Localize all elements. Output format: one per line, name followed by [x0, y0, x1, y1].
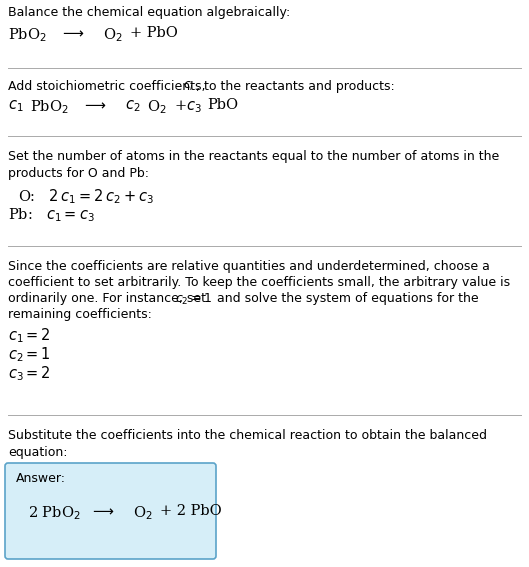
Text: +$c_3$: +$c_3$: [174, 98, 202, 115]
Text: 2 PbO$_2$: 2 PbO$_2$: [28, 504, 81, 522]
Text: $\longrightarrow$: $\longrightarrow$: [82, 98, 107, 112]
Text: $c_2 = 1$: $c_2 = 1$: [175, 292, 212, 307]
Text: $c_1$: $c_1$: [8, 98, 24, 114]
Text: PbO$_2$: PbO$_2$: [8, 26, 47, 44]
Text: PbO$_2$: PbO$_2$: [30, 98, 69, 116]
FancyBboxPatch shape: [5, 463, 216, 559]
Text: Substitute the coefficients into the chemical reaction to obtain the balanced: Substitute the coefficients into the che…: [8, 429, 487, 442]
Text: $c_3 = 2$: $c_3 = 2$: [8, 364, 51, 383]
Text: equation:: equation:: [8, 446, 68, 459]
Text: Set the number of atoms in the reactants equal to the number of atoms in the: Set the number of atoms in the reactants…: [8, 150, 499, 163]
Text: O$_2$: O$_2$: [103, 26, 123, 44]
Text: remaining coefficients:: remaining coefficients:: [8, 308, 152, 321]
Text: ordinarily one. For instance, set: ordinarily one. For instance, set: [8, 292, 210, 305]
Text: O$_2$: O$_2$: [133, 504, 152, 522]
Text: $\longrightarrow$: $\longrightarrow$: [90, 504, 115, 518]
Text: and solve the system of equations for the: and solve the system of equations for th…: [213, 292, 479, 305]
Text: products for O and Pb:: products for O and Pb:: [8, 167, 149, 180]
Text: Pb:   $c_1 = c_3$: Pb: $c_1 = c_3$: [8, 206, 95, 224]
Text: Since the coefficients are relative quantities and underdetermined, choose a: Since the coefficients are relative quan…: [8, 260, 490, 273]
Text: Answer:: Answer:: [16, 472, 66, 485]
Text: $\longrightarrow$: $\longrightarrow$: [60, 26, 85, 40]
Text: + 2 PbO: + 2 PbO: [160, 504, 222, 518]
Text: coefficient to set arbitrarily. To keep the coefficients small, the arbitrary va: coefficient to set arbitrarily. To keep …: [8, 276, 510, 289]
Text: $c_2 = 1$: $c_2 = 1$: [8, 345, 51, 363]
Text: , to the reactants and products:: , to the reactants and products:: [196, 80, 395, 93]
Text: Balance the chemical equation algebraically:: Balance the chemical equation algebraica…: [8, 6, 290, 19]
Text: $c_2$: $c_2$: [125, 98, 140, 114]
Text: Add stoichiometric coefficients,: Add stoichiometric coefficients,: [8, 80, 209, 93]
Text: O$_2$: O$_2$: [147, 98, 167, 116]
Text: $c_i$: $c_i$: [183, 80, 194, 93]
Text: O:   $2\,c_1 = 2\,c_2 + c_3$: O: $2\,c_1 = 2\,c_2 + c_3$: [18, 187, 154, 206]
Text: $c_1 = 2$: $c_1 = 2$: [8, 326, 51, 345]
Text: PbO: PbO: [207, 98, 238, 112]
Text: + PbO: + PbO: [130, 26, 178, 40]
